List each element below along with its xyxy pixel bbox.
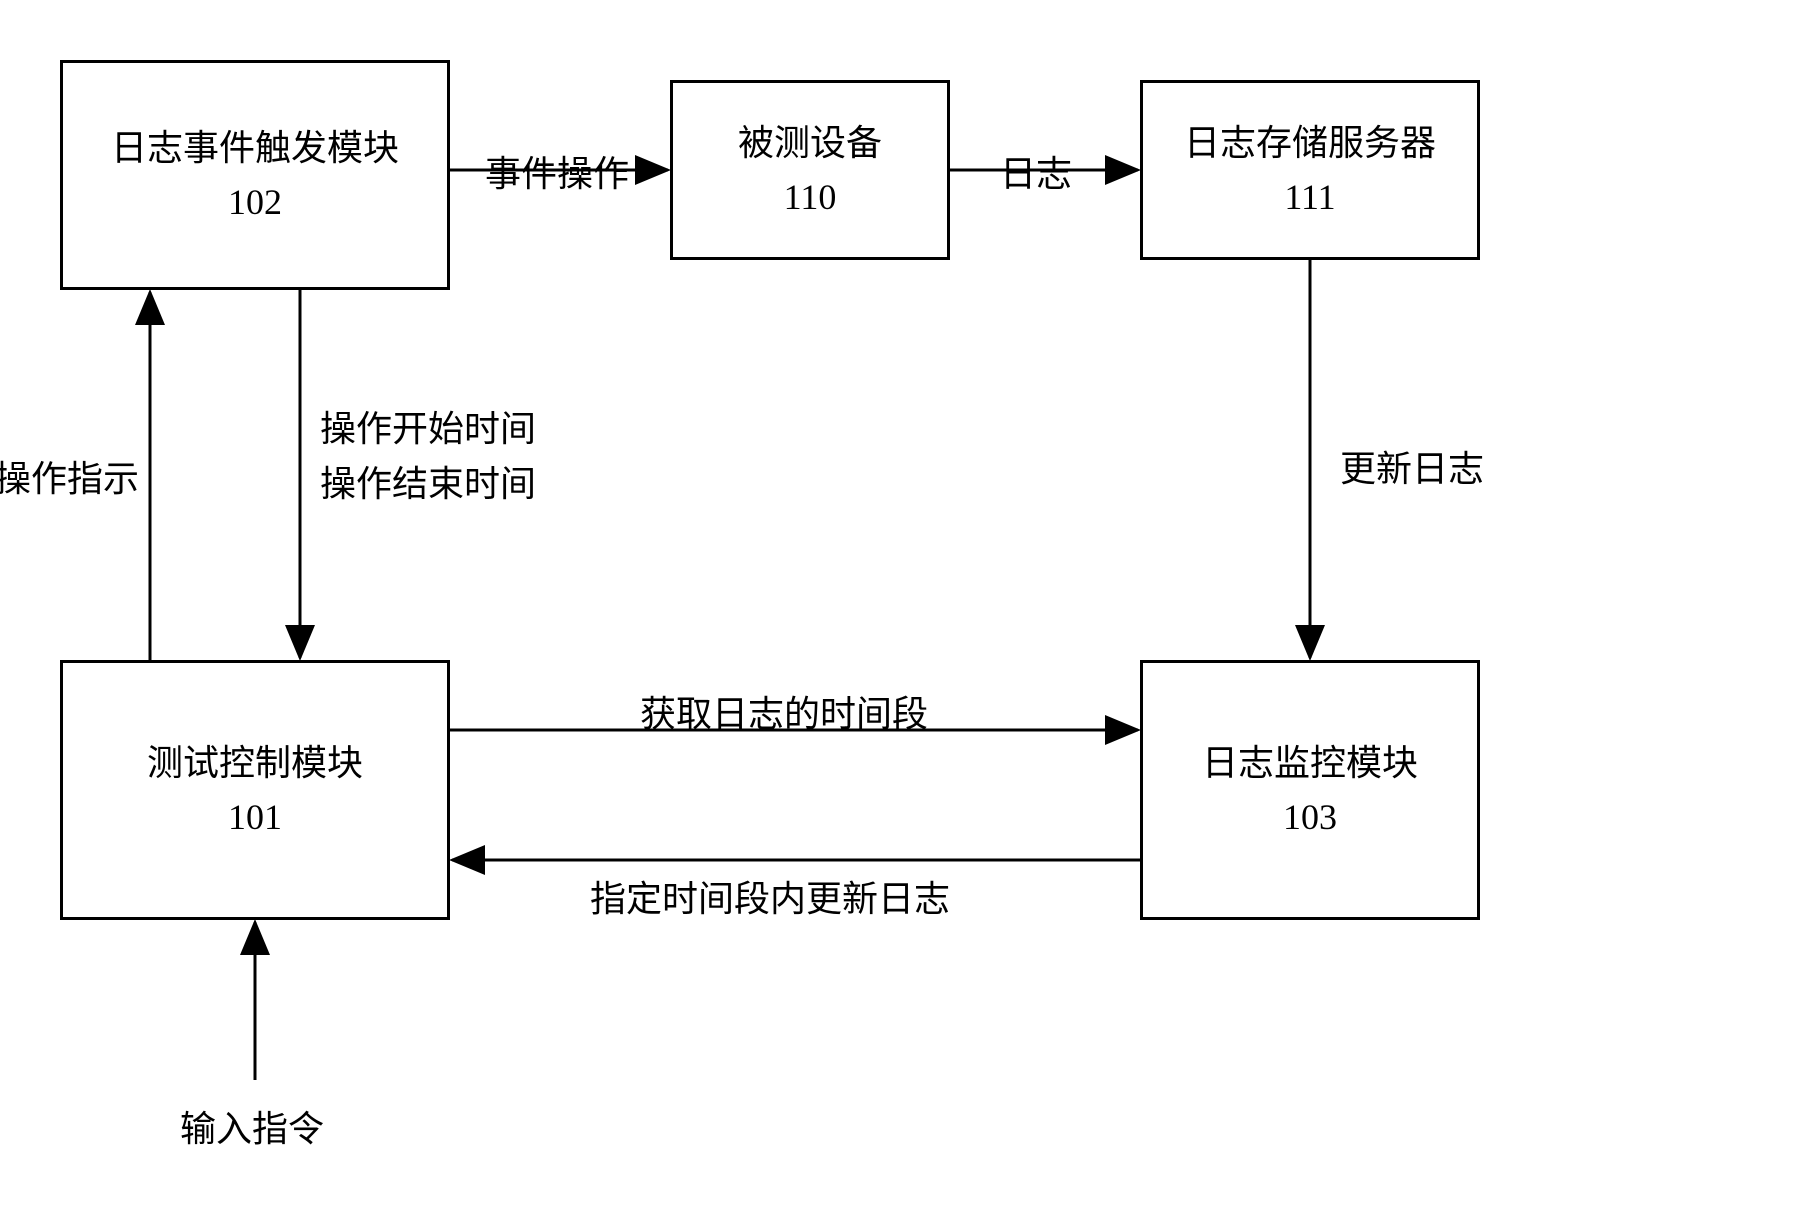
node-110-num: 110 bbox=[784, 170, 837, 224]
node-102-num: 102 bbox=[228, 175, 282, 229]
node-110: 被测设备 110 bbox=[670, 80, 950, 260]
node-101: 测试控制模块 101 bbox=[60, 660, 450, 920]
node-103-num: 103 bbox=[1283, 790, 1337, 844]
node-101-num: 101 bbox=[228, 790, 282, 844]
edge-label-102-101-line2: 操作结束时间 bbox=[320, 455, 536, 507]
edge-label-111-103: 更新日志 bbox=[1340, 440, 1484, 492]
diagram-canvas: 日志事件触发模块 102 被测设备 110 日志存储服务器 111 测试控制模块… bbox=[0, 0, 1814, 1216]
node-110-label: 被测设备 bbox=[738, 116, 882, 170]
node-103-label: 日志监控模块 bbox=[1202, 736, 1418, 790]
node-102-label: 日志事件触发模块 bbox=[111, 121, 399, 175]
node-111: 日志存储服务器 111 bbox=[1140, 80, 1480, 260]
edge-label-input-101: 输入指令 bbox=[180, 1100, 324, 1152]
edge-label-110-111: 日志 bbox=[1000, 145, 1072, 197]
node-111-num: 111 bbox=[1284, 170, 1335, 224]
node-101-label: 测试控制模块 bbox=[147, 736, 363, 790]
edge-label-102-101-line1: 操作开始时间 bbox=[320, 400, 536, 452]
edge-label-101-102: 操作指示 bbox=[0, 450, 139, 502]
edge-label-103-101: 指定时间段内更新日志 bbox=[590, 870, 950, 922]
edge-label-102-110: 事件操作 bbox=[485, 145, 629, 197]
node-103: 日志监控模块 103 bbox=[1140, 660, 1480, 920]
edge-label-101-103: 获取日志的时间段 bbox=[640, 685, 928, 737]
node-102: 日志事件触发模块 102 bbox=[60, 60, 450, 290]
node-111-label: 日志存储服务器 bbox=[1184, 116, 1436, 170]
